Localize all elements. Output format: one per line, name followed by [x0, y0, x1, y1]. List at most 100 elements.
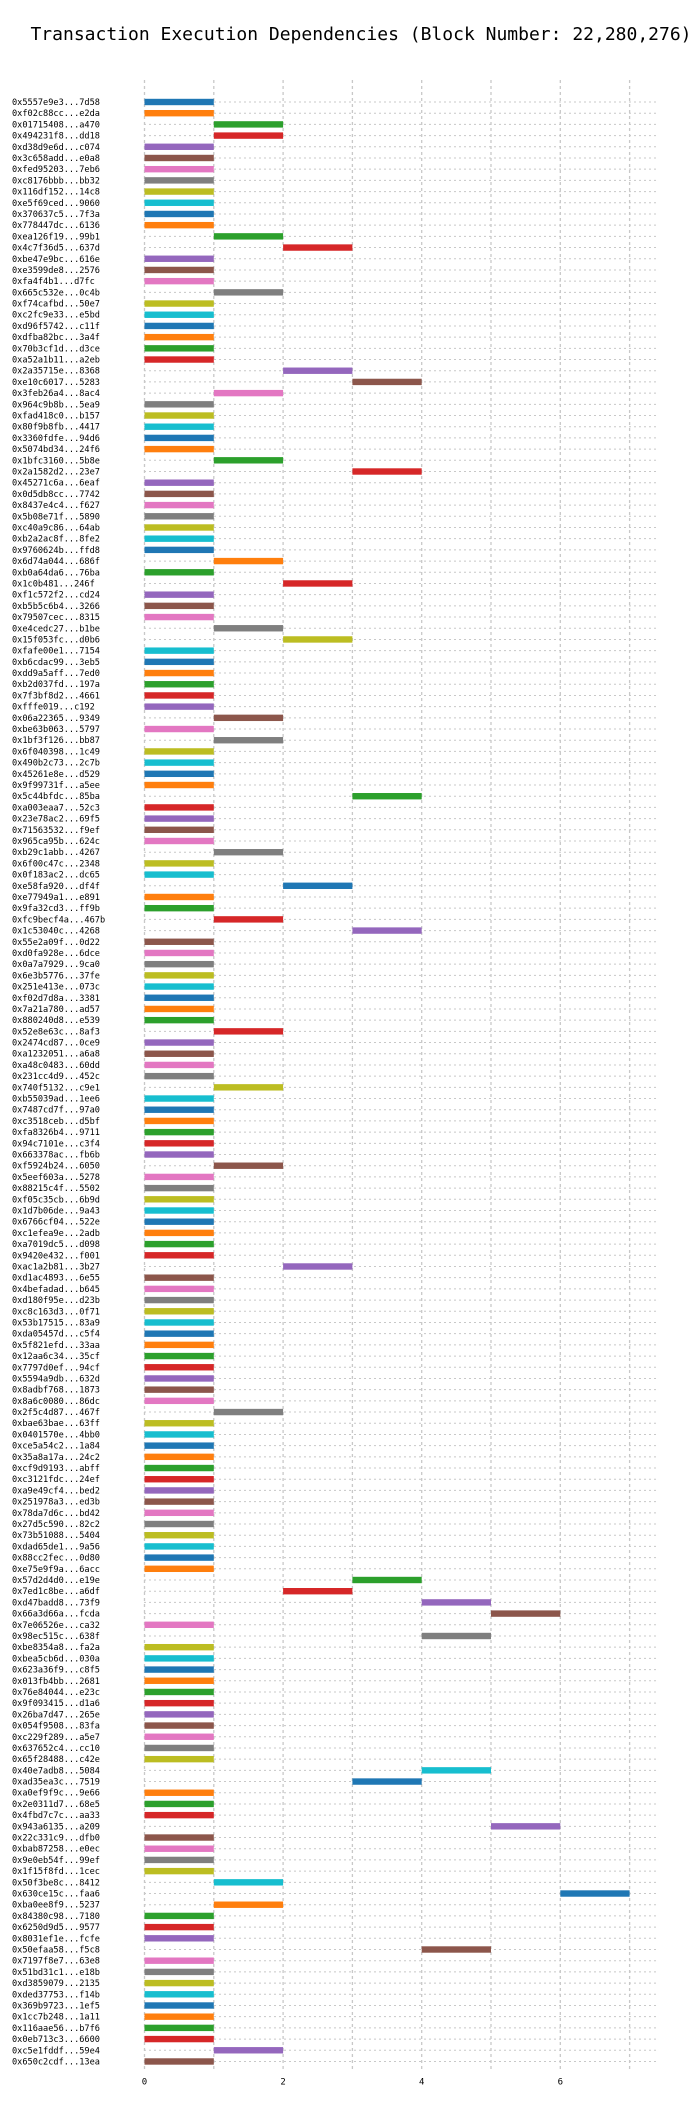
transaction-label: 0xdfba82bc...3a4f — [12, 333, 100, 343]
transaction-label: 0x7487cd7f...97a0 — [12, 1106, 100, 1116]
transaction-bar — [213, 457, 284, 464]
transaction-bar — [213, 848, 284, 856]
transaction-bar — [144, 938, 214, 945]
transaction-bar — [144, 1755, 214, 1763]
transaction-bar — [144, 1420, 214, 1427]
transaction-bar — [144, 1431, 214, 1438]
transaction-bar — [144, 1308, 214, 1315]
transaction-bar — [144, 1453, 214, 1461]
transaction-bar — [144, 1979, 214, 1987]
transaction-bar — [144, 1554, 214, 1561]
transaction-bar — [144, 1509, 214, 1517]
transaction-label: 0x71563532...f9ef — [12, 826, 100, 836]
transaction-bar — [144, 210, 214, 218]
transaction-bar — [144, 1341, 214, 1349]
transaction-bar — [144, 1173, 214, 1181]
transaction-label: 0x2a1582d2...23e7 — [12, 468, 100, 478]
transaction-bar — [144, 188, 214, 195]
transaction-bar — [144, 1207, 214, 1214]
transaction-bar — [144, 1274, 214, 1281]
transaction-bar — [144, 837, 214, 845]
transaction-bar — [144, 1072, 214, 1080]
transaction-label: 0xfffe019...c192 — [12, 703, 95, 713]
transaction-label: 0xdd9a5aff...7ed0 — [12, 669, 100, 679]
transaction-label: 0x4c7f36d5...637d — [12, 244, 100, 254]
transaction-bar — [144, 759, 214, 766]
transaction-label: 0x1c53040c...4268 — [12, 927, 100, 937]
transaction-bar — [283, 882, 353, 889]
transaction-label: 0x6f040398...1c49 — [12, 747, 100, 757]
transaction-bar — [213, 132, 284, 139]
transaction-label: 0x51bd31c1...e18b — [12, 1968, 100, 1978]
transaction-label: 0x7f3bf8d2...4661 — [12, 691, 100, 701]
transaction-label: 0x94c7101e...c3f4 — [12, 1139, 100, 1149]
transaction-bar — [283, 1263, 353, 1270]
transaction-label: 0x78da7d6c...bd42 — [12, 1509, 100, 1519]
transaction-bar — [144, 1229, 214, 1237]
transaction-bar — [213, 389, 284, 397]
transaction-label: 0x06a22365...9349 — [12, 714, 100, 724]
transaction-label: 0x50f3be8c...8412 — [12, 1878, 100, 1888]
transaction-bar — [144, 322, 214, 330]
transaction-label: 0x251978a3...ed3b — [12, 1498, 100, 1508]
transaction-label: 0x490b2c73...2c7b — [12, 759, 100, 769]
transaction-label: 0x369b9723...1ef5 — [12, 2001, 100, 2011]
transaction-bar — [144, 1005, 214, 1013]
transaction-bar — [144, 445, 214, 453]
transaction-bar — [352, 468, 422, 475]
transaction-bar — [144, 1095, 214, 1102]
transaction-label: 0x79507cec...8315 — [12, 613, 100, 623]
x-tick-label: 6 — [558, 2077, 563, 2087]
transaction-bar — [144, 143, 214, 150]
transaction-label: 0x98ec515c...638f — [12, 1632, 100, 1642]
transaction-label: 0xb2d037fd...197a — [12, 680, 100, 690]
transaction-bar — [144, 658, 214, 666]
transaction-bar — [144, 109, 214, 117]
transaction-bar — [144, 1968, 214, 1976]
transaction-bar — [213, 1879, 284, 1886]
transaction-label: 0xbe47e9bc...616e — [12, 255, 100, 265]
transaction-bar — [213, 121, 284, 128]
transaction-label: 0x7197f8e7...63e8 — [12, 1957, 100, 1967]
transaction-bar — [144, 1117, 214, 1125]
transaction-label: 0x6e3b5776...37fe — [12, 971, 100, 981]
transaction-label: 0xa1232051...a6a8 — [12, 1050, 100, 1060]
transaction-bar — [144, 165, 214, 173]
transaction-bar — [144, 1565, 214, 1573]
transaction-bar — [144, 1061, 214, 1069]
transaction-bar — [283, 367, 353, 374]
transaction-label: 0x2e0311d7...68e5 — [12, 1800, 100, 1810]
transaction-bar — [144, 1050, 214, 1057]
transaction-bar — [144, 871, 214, 878]
transaction-label: 0xfad418c0...b157 — [12, 412, 100, 422]
transaction-label: 0xc8c163d3...0f71 — [12, 1307, 100, 1317]
transaction-label: 0x1cc7b248...1a11 — [12, 2013, 100, 2023]
transaction-bar — [144, 1722, 214, 1729]
transaction-bar — [144, 434, 214, 442]
transaction-label: 0x66a3d66a...fcda — [12, 1610, 100, 1620]
transaction-label: 0x23e78ac2...69f5 — [12, 815, 100, 825]
transaction-bar — [144, 490, 214, 498]
transaction-label: 0x2474cd87...0ce9 — [12, 1039, 100, 1049]
transaction-label: 0x55e2a09f...0d22 — [12, 938, 100, 948]
transaction-label: 0x9760624b...ffd8 — [12, 546, 100, 556]
transaction-bar — [491, 1823, 561, 1830]
transaction-label: 0x054f9508...83fa — [12, 1722, 100, 1732]
transaction-label: 0x5b08e71f...5890 — [12, 512, 100, 522]
transaction-bar — [144, 781, 214, 789]
transaction-bar — [144, 613, 214, 621]
transaction-bar — [144, 2058, 214, 2065]
transaction-label: 0xd47badd8...73f9 — [12, 1598, 100, 1608]
transaction-label: 0x880240d8...e539 — [12, 1016, 100, 1026]
transaction-bar — [144, 199, 214, 206]
transaction-bar — [213, 916, 284, 923]
transaction-label: 0x70b3cf1d...d3ce — [12, 344, 100, 354]
transaction-bar — [144, 1487, 214, 1494]
x-axis-ticks: 0 2 4 6 — [142, 2077, 563, 2087]
transaction-label: 0xc40a9c86...64ab — [12, 523, 100, 533]
transaction-label: 0xda05457d...c5f4 — [12, 1330, 100, 1340]
transaction-label: 0x964c9b8b...5ea9 — [12, 400, 100, 410]
transaction-bar — [144, 1991, 214, 1998]
transaction-bar — [144, 345, 214, 352]
